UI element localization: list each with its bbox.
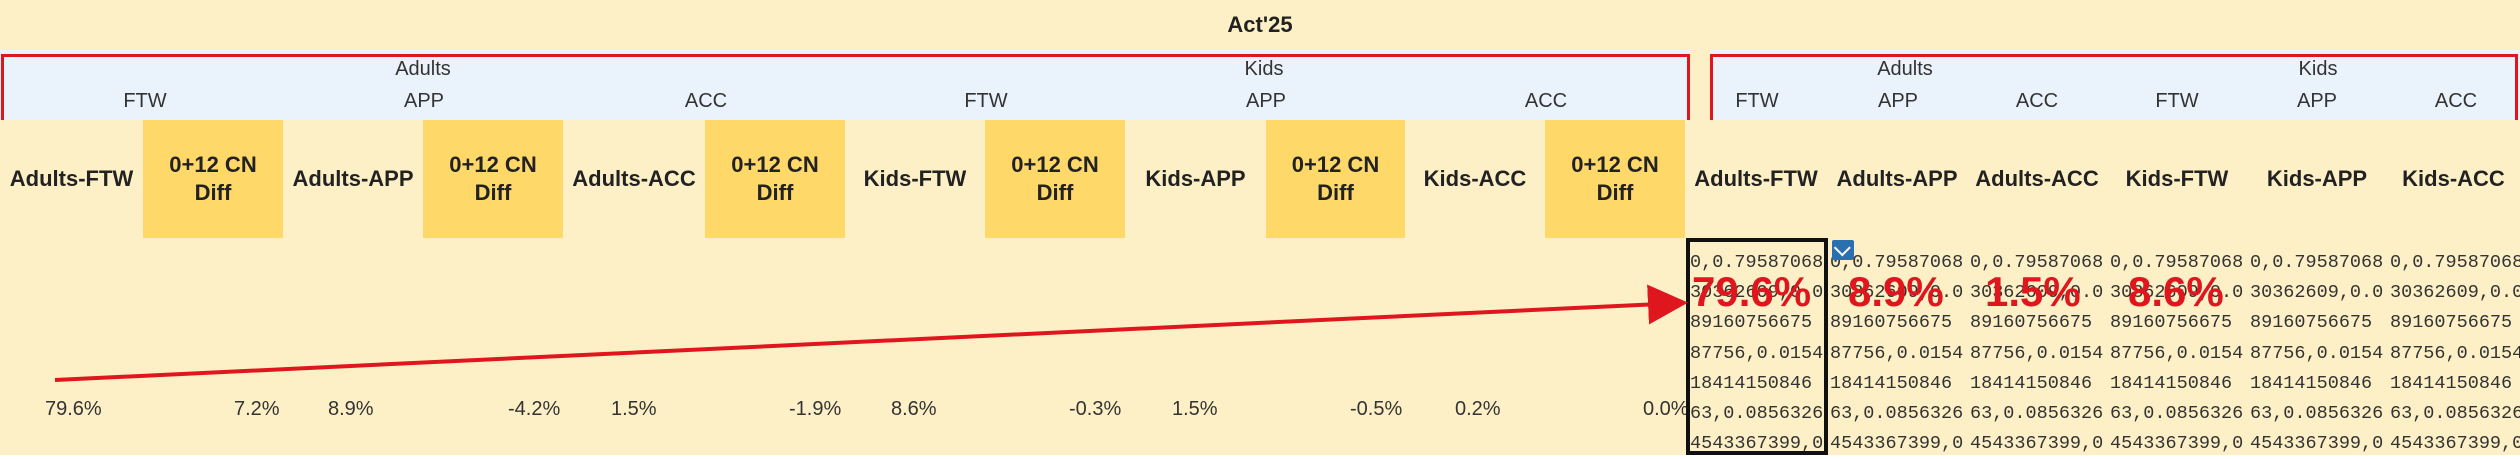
sub-label: ACC <box>684 90 728 112</box>
header-cell-diff[interactable]: 0+12 CN Diff <box>1545 120 1685 238</box>
header-cell[interactable]: Kids-ACC <box>1405 120 1545 238</box>
group-label-adults: Adults <box>1877 58 1933 80</box>
header-cell[interactable]: Kids-ACC <box>2387 120 2520 238</box>
sub-label: ACC <box>2015 90 2059 112</box>
value-cell[interactable]: -4.2% <box>508 398 561 420</box>
sub-label: ACC <box>1524 90 1568 112</box>
highlight-box-left <box>1 54 1690 124</box>
sub-label: FTW <box>2155 90 2199 112</box>
sub-label: ACC <box>2434 90 2478 112</box>
sub-label: FTW <box>964 90 1008 112</box>
value-cell[interactable]: -0.5% <box>1350 398 1403 420</box>
sub-label: APP <box>1245 90 1287 112</box>
header-cell[interactable]: Adults-APP <box>283 120 423 238</box>
group-label-kids: Kids <box>1244 58 1284 80</box>
group-label-kids: Kids <box>2298 58 2338 80</box>
header-cell[interactable]: Kids-FTW <box>2107 120 2247 238</box>
header-cell-diff[interactable]: 0+12 CN Diff <box>143 120 283 238</box>
header-cell-diff[interactable]: 0+12 CN Diff <box>1266 120 1405 238</box>
header-cell-diff[interactable]: 0+12 CN Diff <box>705 120 845 238</box>
header-cell[interactable]: Kids-APP <box>1125 120 1266 238</box>
value-cell[interactable]: 8.9% <box>328 398 374 420</box>
header-cell[interactable]: Adults-FTW <box>0 120 143 238</box>
group-band-left <box>0 50 1690 120</box>
value-cell[interactable]: 79.6% <box>45 398 102 420</box>
value-cell[interactable]: 8.6% <box>891 398 937 420</box>
header-cell[interactable]: Kids-FTW <box>845 120 985 238</box>
sub-label: FTW <box>1735 90 1779 112</box>
header-cell[interactable]: Kids-APP <box>2247 120 2387 238</box>
value-cell[interactable]: 0.2% <box>1455 398 1501 420</box>
header-cell[interactable]: Adults-APP <box>1827 120 1967 238</box>
value-cell[interactable]: 1.5% <box>1172 398 1218 420</box>
highlight-value: 1.5% <box>1985 268 2081 315</box>
value-cell[interactable]: 7.2% <box>234 398 280 420</box>
value-cell[interactable]: 0.0% <box>1643 398 1689 420</box>
paste-options-icon[interactable] <box>1832 240 1854 260</box>
highlight-value: 8.6% <box>2128 268 2224 315</box>
sub-label: APP <box>403 90 445 112</box>
header-cell[interactable]: Adults-ACC <box>563 120 705 238</box>
group-label-adults: Adults <box>395 58 451 80</box>
title-text: Act'25 <box>1227 12 1293 37</box>
raw-value-cell[interactable]: 0,0.79587068 30362609,0.0 89160756675 87… <box>1970 252 2104 455</box>
raw-value-cell[interactable]: 0,0.79587068 30362609,0.0 89160756675 87… <box>1830 252 1964 455</box>
sub-label: APP <box>2296 90 2338 112</box>
header-cell-diff[interactable]: 0+12 CN Diff <box>423 120 563 238</box>
band-gap <box>1690 50 1710 120</box>
raw-value-cell[interactable]: 0,0.79587068 30362609,0.0 89160756675 87… <box>2250 252 2384 455</box>
raw-value-cell[interactable]: 0,0.79587068 30362609,0.0 89160756675 87… <box>1690 252 1824 455</box>
highlight-value: 8.9% <box>1848 268 1944 315</box>
sub-label: APP <box>1877 90 1919 112</box>
header-cell[interactable]: Adults-ACC <box>1967 120 2107 238</box>
sub-label: FTW <box>123 90 167 112</box>
value-cell[interactable]: -0.3% <box>1069 398 1122 420</box>
raw-value-cell[interactable]: 0,0.79587068 30362609,0.0 89160756675 87… <box>2110 252 2244 455</box>
header-cell[interactable]: Adults-FTW <box>1685 120 1827 238</box>
group-band-right <box>1710 50 2520 120</box>
highlight-value: 79.6% <box>1692 268 1812 315</box>
raw-value-cell[interactable]: 0,0.79587068 30362609,0.0 89160756675 87… <box>2390 252 2520 455</box>
selected-cell-outline[interactable] <box>1686 238 1828 455</box>
header-cell-diff[interactable]: 0+12 CN Diff <box>985 120 1125 238</box>
value-cell[interactable]: 1.5% <box>611 398 657 420</box>
highlight-box-right <box>1710 54 2518 124</box>
table-title: Act'25 <box>0 0 2520 50</box>
value-cell[interactable]: -1.9% <box>789 398 842 420</box>
